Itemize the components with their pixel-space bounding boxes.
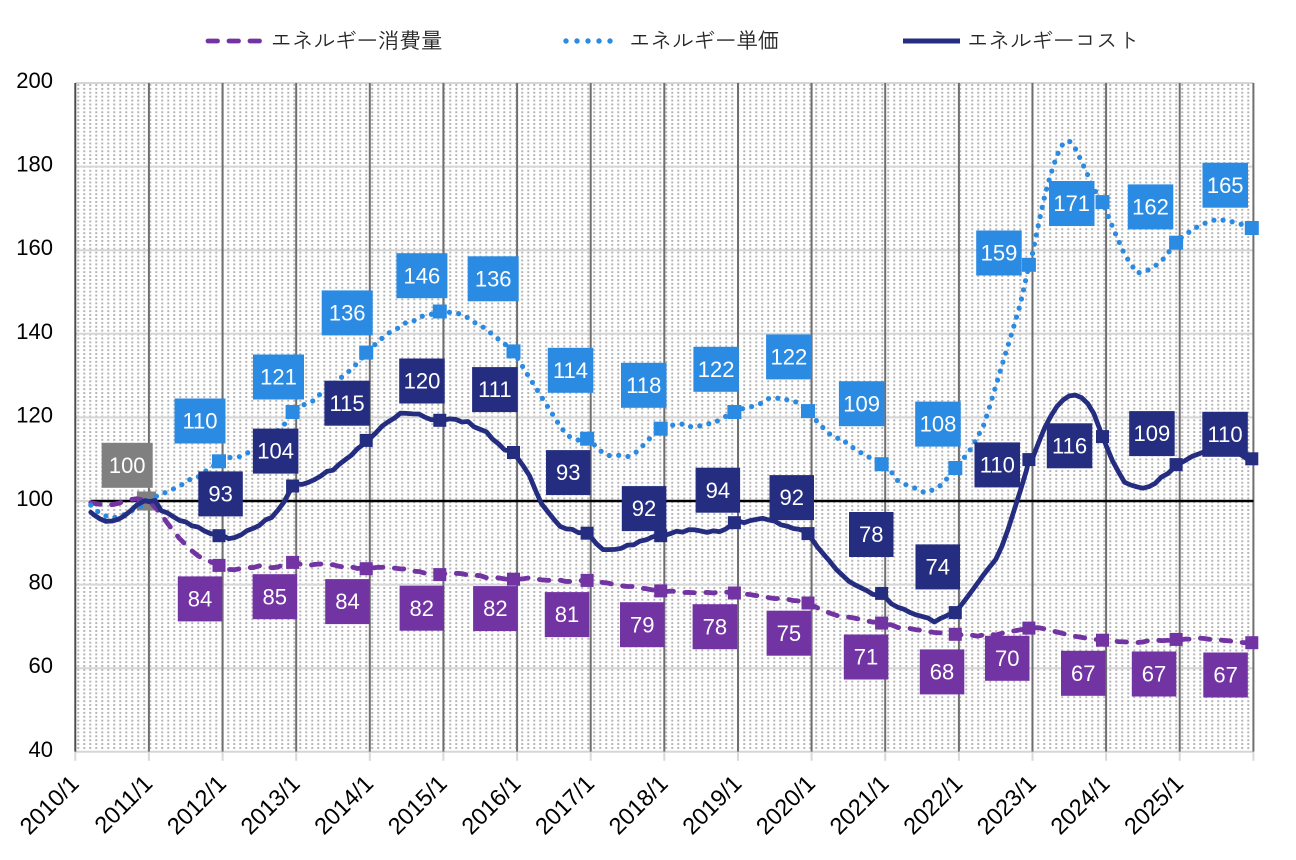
svg-text:146: 146 [404,263,441,288]
svg-text:122: 122 [698,357,735,382]
svg-text:92: 92 [779,485,803,510]
svg-text:122: 122 [771,345,808,370]
svg-text:109: 109 [1134,421,1171,446]
svg-text:111: 111 [478,377,511,402]
svg-text:67: 67 [1071,661,1095,686]
svg-text:60: 60 [29,653,53,678]
svg-text:100: 100 [109,453,146,478]
svg-text:81: 81 [555,602,579,627]
svg-text:120: 120 [16,402,53,427]
svg-text:109: 109 [843,391,880,416]
svg-text:121: 121 [260,365,297,390]
svg-text:82: 82 [410,596,434,621]
svg-text:104: 104 [257,439,294,464]
svg-text:84: 84 [335,589,359,614]
svg-text:68: 68 [930,660,954,685]
svg-text:70: 70 [995,646,1019,671]
svg-text:79: 79 [630,612,654,637]
svg-text:118: 118 [626,373,661,398]
svg-text:40: 40 [29,737,53,762]
svg-text:120: 120 [404,369,441,394]
svg-text:136: 136 [475,266,512,291]
svg-text:165: 165 [1207,173,1244,198]
svg-text:92: 92 [632,496,656,521]
svg-text:110: 110 [980,453,1015,478]
svg-text:159: 159 [981,241,1018,266]
svg-text:116: 116 [1052,433,1087,458]
svg-text:162: 162 [1132,195,1169,220]
svg-text:75: 75 [777,621,801,646]
svg-text:82: 82 [483,596,507,621]
svg-text:93: 93 [208,482,232,507]
svg-text:78: 78 [859,522,883,547]
svg-text:200: 200 [16,68,53,93]
svg-text:108: 108 [920,412,957,437]
svg-text:71: 71 [854,645,878,670]
svg-text:180: 180 [16,152,53,177]
svg-text:74: 74 [925,555,949,580]
svg-text:94: 94 [706,478,730,503]
svg-text:115: 115 [330,391,365,416]
svg-text:160: 160 [16,235,53,260]
svg-text:85: 85 [263,584,287,609]
svg-text:110: 110 [1208,422,1243,447]
svg-text:93: 93 [556,460,580,485]
svg-text:136: 136 [329,301,366,326]
svg-text:80: 80 [29,570,53,595]
svg-text:100: 100 [16,486,53,511]
svg-text:67: 67 [1142,662,1166,687]
svg-text:78: 78 [703,614,727,639]
svg-text:140: 140 [16,319,53,344]
svg-text:84: 84 [188,587,212,612]
svg-text:114: 114 [553,358,588,383]
svg-text:110: 110 [182,409,217,434]
svg-text:171: 171 [1053,191,1090,216]
svg-text:67: 67 [1213,663,1237,688]
